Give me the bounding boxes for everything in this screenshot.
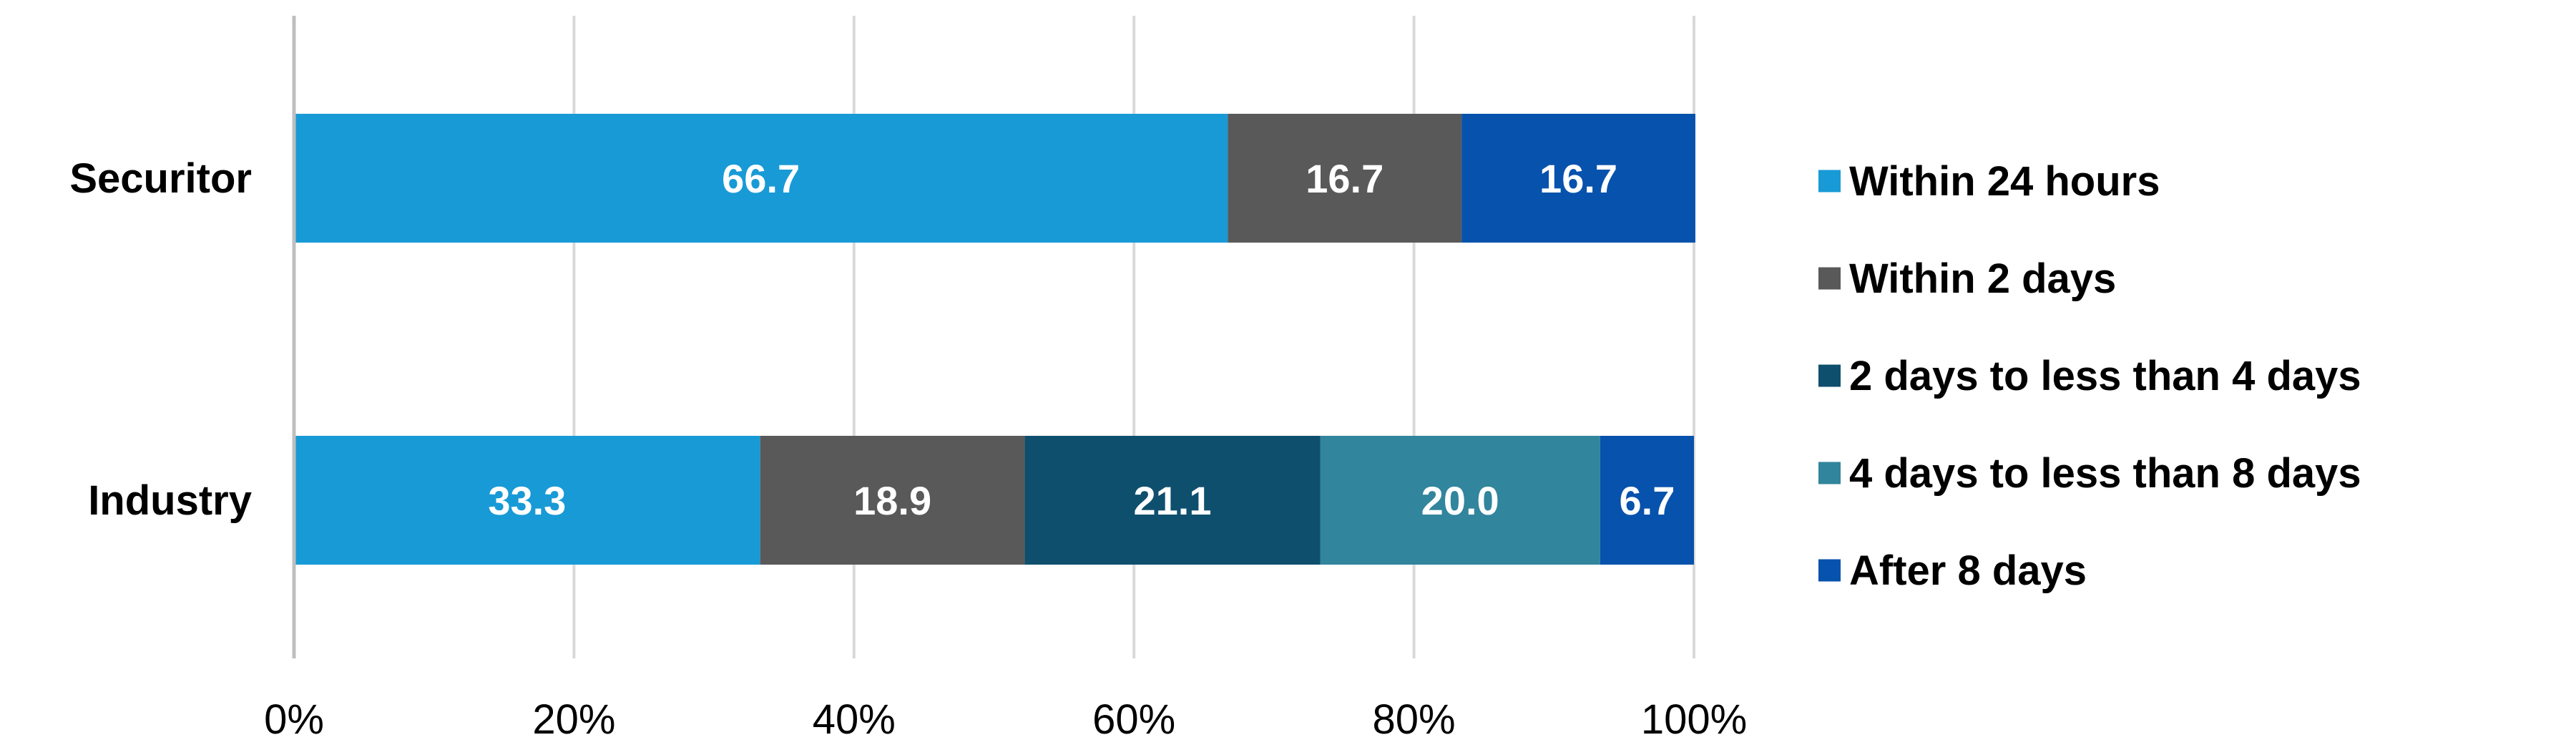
legend-label: 2 days to less than 4 days [1849,353,2361,399]
x-tick-label: 20% [532,696,615,743]
data-label: 33.3 [488,478,566,523]
bar-segment [760,436,1025,565]
legend-swatch [1818,364,1841,387]
bar-segment [1228,114,1462,243]
x-tick-label: 100% [1641,696,1747,743]
legend-swatch [1818,559,1841,582]
bar-segment [294,436,760,565]
data-label: 16.7 [1306,156,1384,201]
bar-segment [1320,436,1600,565]
data-labels: 66.7 16.7 16.7 33.3 18.9 21.1 20.0 6.7 [488,156,1675,523]
x-tick-label: 60% [1092,696,1175,743]
axes: 0% 20% 40% 60% 80% 100% Securitor Industry [69,16,1747,743]
legend-swatch [1818,267,1841,290]
bar-segment [294,114,1228,243]
data-label: 20.0 [1421,478,1499,523]
legend-label: After 8 days [1849,547,2087,594]
category-label: Industry [88,477,252,524]
legend-swatch [1818,170,1841,193]
data-label: 21.1 [1134,478,1212,523]
x-tick-label: 80% [1373,696,1456,743]
bar-segment [1024,436,1321,565]
category-label: Securitor [69,155,252,202]
legend-swatch [1818,462,1841,484]
data-label: 66.7 [722,156,800,201]
bars [294,114,1695,565]
bar-segment [1461,114,1695,243]
data-label: 6.7 [1620,478,1675,523]
legend-label: 4 days to less than 8 days [1849,450,2361,497]
data-label: 16.7 [1539,156,1617,201]
legend-label: Within 2 days [1849,255,2116,302]
x-tick-label: 40% [813,696,896,743]
legend-label: Within 24 hours [1849,158,2160,205]
legend: Within 24 hours Within 2 days 2 days to le… [1818,158,2361,594]
data-label: 18.9 [853,478,931,523]
bar-segment [1600,436,1694,565]
x-tick-label: 0% [264,696,324,743]
